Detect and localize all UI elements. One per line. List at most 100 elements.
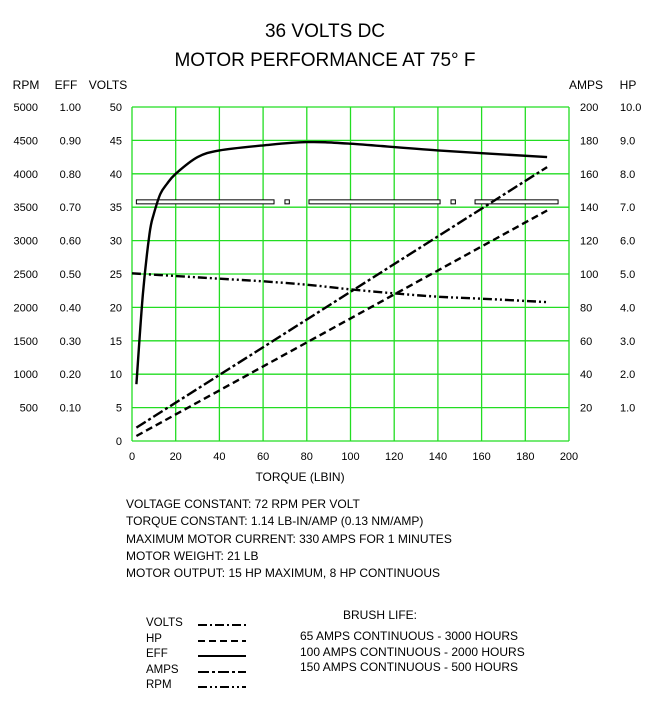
amps-tick-label: 140 <box>580 202 598 214</box>
legend-swatch <box>198 670 246 673</box>
x-tick-label: 120 <box>385 451 403 463</box>
legend-swatch <box>198 655 246 657</box>
rpm-tick-label: 1500 <box>14 336 38 348</box>
rpm-tick-label: 3500 <box>14 202 38 214</box>
spec-max-current: MAXIMUM MOTOR CURRENT: 330 AMPS FOR 1 MI… <box>126 531 452 546</box>
spec-torque-constant: TORQUE CONSTANT: 1.14 LB-IN/AMP (0.13 NM… <box>126 514 424 529</box>
volts-tick-label: 30 <box>110 236 122 248</box>
amps-tick-label: 200 <box>580 102 598 114</box>
rpm-tick-label: 3000 <box>14 236 38 248</box>
amps-tick-label: 20 <box>580 403 592 415</box>
amps-tick-label: 80 <box>580 302 592 314</box>
legend-label: HP <box>146 632 162 645</box>
volts-tick-label: 15 <box>110 336 122 348</box>
series-line-volts <box>308 199 441 205</box>
legend-entry-rpm: RPM <box>146 679 256 693</box>
x-tick-label: 160 <box>472 451 490 463</box>
volts-tick-label: 0 <box>116 436 122 448</box>
x-tick-label: 60 <box>257 451 269 463</box>
x-tick-label: 140 <box>429 451 447 463</box>
amps-tick-label: 160 <box>580 169 598 181</box>
hp-tick-label: 5.0 <box>620 269 635 281</box>
brush-life-item: 65 AMPS CONTINUOUS - 3000 HOURS <box>300 629 519 643</box>
x-axis-title: TORQUE (LBIN) <box>255 470 344 484</box>
series-line-volts <box>284 199 290 205</box>
legend-entry-hp: HP <box>146 633 256 647</box>
eff-tick-label: 0.20 <box>60 369 81 381</box>
brush-life-item: 150 AMPS CONTINUOUS - 500 HOURS <box>300 660 519 674</box>
legend-swatch <box>198 639 246 642</box>
spec-motor-weight: MOTOR WEIGHT: 21 LB <box>126 548 259 563</box>
amps-tick-label: 60 <box>580 336 592 348</box>
hp-tick-label: 2.0 <box>620 369 635 381</box>
volts-tick-label: 25 <box>110 269 122 281</box>
grid <box>131 106 570 442</box>
volts-tick-label: 5 <box>116 403 122 415</box>
volts-tick-label: 45 <box>110 135 122 147</box>
legend-entry-eff: EFF <box>146 648 256 662</box>
rpm-axis-label: RPM <box>13 78 40 92</box>
rpm-tick-label: 500 <box>20 403 38 415</box>
eff-tick-label: 0.50 <box>60 269 81 281</box>
x-tick-label: 20 <box>170 451 182 463</box>
legend-label: VOLTS <box>146 617 183 629</box>
eff-tick-label: 0.60 <box>60 236 81 248</box>
series-line-volts <box>474 199 559 205</box>
x-tick-label: 40 <box>213 451 225 463</box>
x-tick-label: 180 <box>516 451 534 463</box>
legend-label: RPM <box>146 679 172 691</box>
hp-axis-label: HP <box>620 78 637 92</box>
motor-specs: VOLTAGE CONSTANT: 72 RPM PER VOLT TORQUE… <box>126 496 452 582</box>
axis-ticks: RPM5001000150020002500300035004000450050… <box>13 78 642 463</box>
x-tick-label: 0 <box>129 451 135 463</box>
hp-tick-label: 3.0 <box>620 336 635 348</box>
volts-tick-label: 50 <box>110 102 122 114</box>
legend-swatch <box>198 686 246 688</box>
rpm-tick-label: 4500 <box>14 135 38 147</box>
legend-entry-volts: VOLTS <box>146 617 256 631</box>
series-line-amps <box>135 166 548 429</box>
series-line-hp <box>135 209 548 438</box>
hp-tick-label: 1.0 <box>620 403 635 415</box>
eff-tick-label: 0.10 <box>60 403 81 415</box>
series-line-volts <box>450 199 456 205</box>
series-line-rpm <box>131 272 548 304</box>
legend-swatch <box>198 624 246 626</box>
rpm-tick-label: 2500 <box>14 269 38 281</box>
series-lines <box>131 140 559 438</box>
eff-tick-label: 0.40 <box>60 302 81 314</box>
rpm-tick-label: 2000 <box>14 302 38 314</box>
brush-life-title: BRUSH LIFE: <box>343 608 418 622</box>
hp-tick-label: 4.0 <box>620 302 635 314</box>
volts-tick-label: 35 <box>110 202 122 214</box>
chart-title: 36 VOLTS DC <box>265 21 385 42</box>
amps-axis-label: AMPS <box>569 78 603 92</box>
amps-tick-label: 40 <box>580 369 592 381</box>
legend-label: EFF <box>146 648 168 660</box>
eff-tick-label: 0.30 <box>60 336 81 348</box>
amps-tick-label: 120 <box>580 236 598 248</box>
legend-label: AMPS <box>146 663 179 676</box>
eff-axis-label: EFF <box>55 78 78 92</box>
x-tick-label: 200 <box>560 451 578 463</box>
volts-axis-label: VOLTS <box>89 78 127 92</box>
legend-entry-amps: AMPS <box>146 664 256 678</box>
eff-tick-label: 0.70 <box>60 202 81 214</box>
x-tick-label: 100 <box>341 451 359 463</box>
rpm-tick-label: 5000 <box>14 102 38 114</box>
hp-tick-label: 7.0 <box>620 202 635 214</box>
hp-tick-label: 10.0 <box>620 102 641 114</box>
volts-tick-label: 20 <box>110 302 122 314</box>
amps-tick-label: 100 <box>580 269 598 281</box>
chart-subtitle: MOTOR PERFORMANCE AT 75° F <box>174 50 475 71</box>
rpm-tick-label: 1000 <box>14 369 38 381</box>
eff-tick-label: 0.90 <box>60 135 81 147</box>
performance-chart: 36 VOLTS DC MOTOR PERFORMANCE AT 75° F R… <box>13 21 642 484</box>
series-line-eff <box>135 140 548 385</box>
amps-tick-label: 180 <box>580 135 598 147</box>
x-tick-label: 80 <box>301 451 313 463</box>
hp-tick-label: 9.0 <box>620 135 635 147</box>
hp-tick-label: 6.0 <box>620 236 635 248</box>
hp-tick-label: 8.0 <box>620 169 635 181</box>
volts-tick-label: 40 <box>110 169 122 181</box>
